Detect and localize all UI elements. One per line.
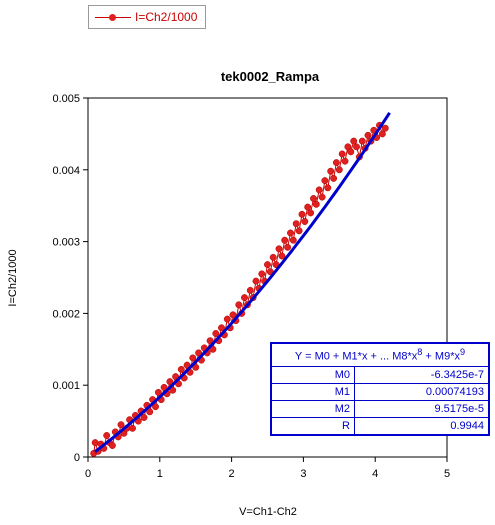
data-point bbox=[258, 270, 266, 278]
fit-param-name: M1 bbox=[270, 383, 355, 401]
plot-frame bbox=[87, 97, 448, 458]
data-point bbox=[269, 253, 277, 261]
data-point bbox=[177, 365, 185, 373]
data-point bbox=[206, 337, 214, 345]
fit-row-m2: M2 9.5175e-5 bbox=[270, 400, 490, 418]
data-point bbox=[295, 227, 303, 235]
data-point bbox=[301, 218, 309, 225]
data-point bbox=[321, 177, 329, 185]
data-point bbox=[364, 131, 372, 139]
data-point bbox=[284, 243, 292, 251]
data-point bbox=[341, 157, 349, 165]
y-tick-label: 0.003 bbox=[52, 237, 80, 249]
legend: I=Ch2/1000 bbox=[88, 5, 206, 29]
legend-marker-swatch bbox=[109, 14, 116, 21]
data-point bbox=[166, 378, 174, 386]
data-point bbox=[195, 349, 203, 357]
x-tick-label: 1 bbox=[157, 468, 163, 480]
data-point bbox=[264, 261, 271, 269]
data-point bbox=[129, 424, 136, 432]
data-point bbox=[91, 439, 99, 447]
data-point bbox=[292, 220, 300, 228]
y-tick-label: 0.001 bbox=[52, 380, 80, 392]
fit-param-name: R bbox=[270, 417, 355, 436]
fit-param-value: 0.9944 bbox=[354, 417, 490, 436]
data-point bbox=[381, 124, 389, 132]
fit-param-value: 0.00074193 bbox=[354, 383, 490, 401]
data-point bbox=[152, 403, 159, 411]
data-point bbox=[146, 408, 154, 416]
data-point bbox=[212, 330, 220, 337]
fit-param-value: 9.5175e-5 bbox=[354, 400, 490, 418]
data-point bbox=[358, 137, 366, 145]
data-point bbox=[160, 383, 168, 391]
data-point bbox=[378, 130, 386, 138]
y-tick-label: 0.002 bbox=[52, 308, 80, 320]
data-point bbox=[241, 294, 248, 302]
data-point bbox=[347, 148, 355, 156]
legend-label: I=Ch2/1000 bbox=[135, 10, 198, 24]
y-tick-label: 0.005 bbox=[52, 93, 80, 105]
data-point bbox=[235, 301, 243, 309]
fit-equation-row: Y = M0 + M1*x + ... M8*x8 + M9*x9 bbox=[270, 342, 490, 367]
data-point bbox=[315, 186, 323, 194]
data-point bbox=[289, 236, 297, 244]
x-tick-label: 5 bbox=[444, 468, 450, 480]
data-point bbox=[312, 200, 320, 208]
data-point bbox=[209, 345, 217, 353]
fit-results-table: Y = M0 + M1*x + ... M8*x8 + M9*x9 M0 -6.… bbox=[270, 342, 490, 436]
fit-row-r: R 0.9944 bbox=[270, 417, 490, 436]
data-point bbox=[140, 414, 148, 421]
data-point bbox=[252, 277, 260, 285]
data-point bbox=[304, 203, 312, 211]
fit-curve bbox=[94, 111, 391, 453]
data-point bbox=[350, 137, 358, 145]
data-point bbox=[327, 167, 335, 175]
data-point bbox=[108, 442, 116, 449]
chart-title: tek0002_Rampa bbox=[220, 69, 320, 84]
x-tick-label: 0 bbox=[85, 468, 91, 480]
data-point bbox=[281, 236, 289, 244]
data-point bbox=[223, 315, 231, 323]
fit-row-m1: M1 0.00074193 bbox=[270, 383, 490, 401]
data-point bbox=[330, 174, 338, 182]
data-point bbox=[246, 286, 254, 294]
y-tick-label: 0.004 bbox=[52, 165, 80, 177]
data-point bbox=[287, 229, 294, 237]
data-point bbox=[278, 252, 286, 260]
data-point bbox=[169, 386, 177, 394]
data-point bbox=[338, 150, 346, 158]
data-point bbox=[275, 245, 283, 253]
data-point bbox=[353, 143, 360, 151]
data-point bbox=[298, 210, 306, 218]
data-point bbox=[192, 363, 200, 371]
y-tick-label: 0 bbox=[74, 452, 80, 464]
x-axis-label: V=Ch1-Ch2 bbox=[239, 506, 297, 518]
x-tick-label: 2 bbox=[229, 468, 235, 480]
data-point bbox=[117, 421, 125, 429]
data-point bbox=[332, 159, 340, 167]
x-tick-label: 3 bbox=[300, 468, 306, 480]
data-point bbox=[229, 311, 237, 319]
fit-equation: Y = M0 + M1*x + ... M8*x8 + M9*x9 bbox=[270, 342, 490, 367]
data-point bbox=[318, 193, 326, 201]
fit-param-name: M2 bbox=[270, 400, 355, 418]
data-point bbox=[154, 388, 162, 396]
data-point bbox=[324, 184, 332, 192]
data-point bbox=[335, 166, 343, 174]
data-point bbox=[307, 209, 315, 217]
data-point bbox=[183, 361, 191, 369]
fit-row-m0: M0 -6.3425e-7 bbox=[270, 366, 490, 384]
data-point bbox=[189, 354, 197, 362]
data-point bbox=[218, 324, 225, 332]
fit-param-value: -6.3425e-7 bbox=[354, 366, 490, 384]
fit-param-name: M0 bbox=[270, 366, 355, 384]
x-tick-label: 4 bbox=[372, 468, 378, 480]
data-point bbox=[310, 195, 317, 202]
data-point bbox=[103, 432, 111, 439]
